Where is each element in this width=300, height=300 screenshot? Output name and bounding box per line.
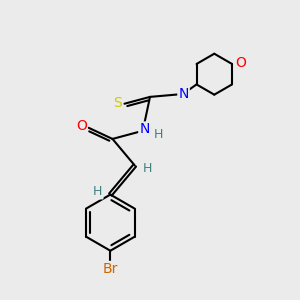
Text: O: O [76, 119, 87, 133]
Text: H: H [154, 128, 163, 141]
Text: N: N [139, 122, 150, 136]
Text: H: H [142, 162, 152, 175]
Text: Br: Br [103, 262, 118, 276]
Text: O: O [235, 56, 246, 70]
Text: N: N [178, 87, 189, 101]
Text: S: S [113, 96, 122, 110]
Text: H: H [93, 185, 103, 198]
